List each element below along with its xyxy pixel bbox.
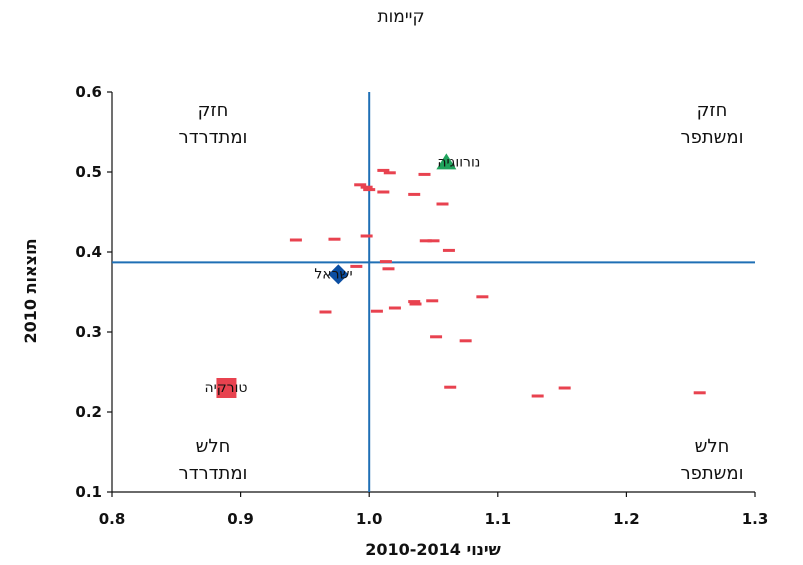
data-point	[377, 168, 390, 172]
data-point	[426, 299, 439, 303]
data-point	[289, 238, 302, 242]
data-point	[427, 239, 440, 243]
quadrant-label-bottom-right: ומשתפר	[680, 463, 743, 484]
chart-title: קיימות	[377, 7, 424, 27]
highlighted-points: נורווגיה ישראל טורקיה	[204, 153, 480, 398]
x-tick-label: 0.9	[227, 510, 254, 528]
y-tick-label: 0.5	[75, 163, 102, 181]
x-tick-label: 1.3	[742, 510, 769, 528]
quadrant-label-top-right: ומשתפר	[680, 127, 743, 148]
y-tick-label: 0.2	[75, 403, 102, 421]
data-point	[444, 385, 457, 389]
y-tick-label: 0.3	[75, 323, 102, 341]
norway-label: נורווגיה	[437, 154, 480, 170]
quadrant-label-bottom-left: חלש	[196, 436, 231, 457]
data-point	[558, 386, 571, 390]
data-point	[383, 171, 396, 175]
data-point	[693, 391, 706, 395]
quadrant-labels: חזק ומתדרדר חזק ומשתפר חלש ומתדרדר חלש ומשתפר	[179, 100, 744, 484]
data-point	[436, 202, 449, 206]
quadrant-label-top-left: חזק	[198, 100, 229, 121]
x-tick-label: 1.0	[356, 510, 383, 528]
x-tick-label: 1.1	[485, 510, 512, 528]
data-point	[319, 310, 332, 314]
y-tick-label: 0.4	[75, 243, 102, 261]
data-point	[442, 248, 455, 252]
turkey-marker	[216, 378, 237, 398]
israel-label: ישראל	[314, 266, 352, 282]
quadrant-label-top-left: ומתדרדר	[179, 127, 248, 148]
y-axis-title: תוצאות 2010	[21, 238, 40, 343]
quadrant-label-top-right: חזק	[697, 100, 728, 121]
x-tick-label: 0.8	[99, 510, 126, 528]
x-axis-title: שינוי 2010-2014	[365, 540, 501, 559]
reference-lines: קו החציון	[112, 92, 755, 492]
data-point	[418, 172, 431, 176]
data-point	[459, 339, 472, 343]
data-point	[476, 295, 489, 299]
data-point	[360, 234, 373, 238]
data-point	[363, 188, 376, 192]
turkey-label: טורקיה	[204, 380, 247, 396]
data-point	[379, 260, 392, 264]
y-tick-label: 0.1	[75, 483, 102, 501]
data-point	[419, 239, 432, 243]
x-tick-label: 1.2	[613, 510, 640, 528]
data-point	[354, 183, 367, 187]
israel-marker	[328, 264, 349, 285]
data-point	[430, 335, 443, 339]
data-point	[360, 185, 373, 189]
data-point	[408, 300, 421, 304]
y-tick-label: 0.6	[75, 83, 102, 101]
data-point	[350, 264, 363, 268]
data-point	[388, 306, 401, 310]
quadrant-label-bottom-left: ומתדרדר	[179, 463, 248, 484]
data-point	[328, 237, 341, 241]
other-points	[289, 168, 706, 398]
data-point	[408, 192, 421, 196]
quadrant-label-bottom-right: חלש	[695, 436, 730, 457]
data-point	[377, 190, 390, 194]
data-point	[409, 302, 422, 306]
data-point	[531, 394, 544, 398]
data-point	[382, 267, 395, 271]
axes: 0.1 0.2 0.3 0.4 0.5 0.6 0.8 0.9 1.0 1.1 1.2 1.3	[75, 83, 768, 528]
data-point	[370, 309, 383, 313]
norway-marker	[436, 153, 457, 170]
